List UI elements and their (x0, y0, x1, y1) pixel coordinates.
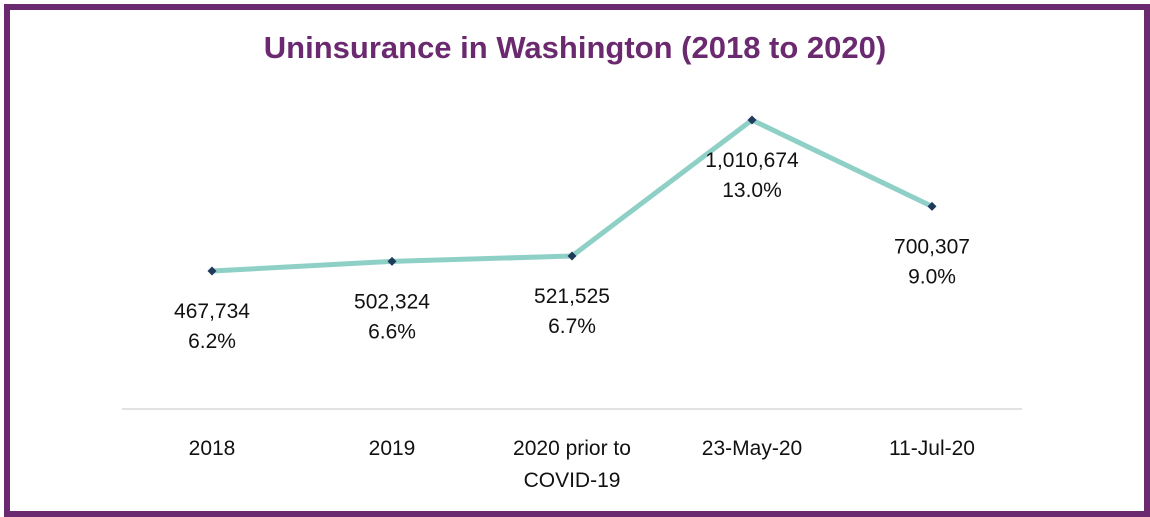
data-label-percent: 9.0% (908, 265, 956, 288)
x-tick-label: COVID-19 (524, 469, 621, 492)
data-label-percent: 6.6% (368, 320, 416, 343)
x-tick-label: 2019 (369, 437, 416, 460)
x-tick-label: 11-Jul-20 (889, 437, 975, 460)
series-line (209, 117, 935, 274)
data-label-value: 502,324 (354, 290, 430, 313)
data-label-percent: 6.7% (548, 315, 596, 338)
data-label-value: 1,010,674 (705, 149, 799, 172)
x-tick-label: 23-May-20 (702, 437, 802, 460)
data-point-marker (927, 201, 937, 211)
data-label-value: 700,307 (894, 235, 970, 258)
x-tick-label: 2018 (189, 437, 236, 460)
data-point-marker (387, 256, 397, 266)
data-label-value: 521,525 (534, 285, 610, 308)
data-point-marker (747, 115, 757, 125)
chart-frame (4, 4, 1150, 517)
data-point-marker (567, 251, 577, 261)
data-point-marker (207, 266, 217, 276)
x-tick-label: 2020 prior to (513, 437, 631, 460)
data-label-percent: 6.2% (188, 330, 236, 353)
chart-title: Uninsurance in Washington (2018 to 2020) (263, 30, 887, 65)
data-label-percent: 13.0% (722, 179, 782, 202)
data-label-value: 467,734 (174, 300, 250, 323)
